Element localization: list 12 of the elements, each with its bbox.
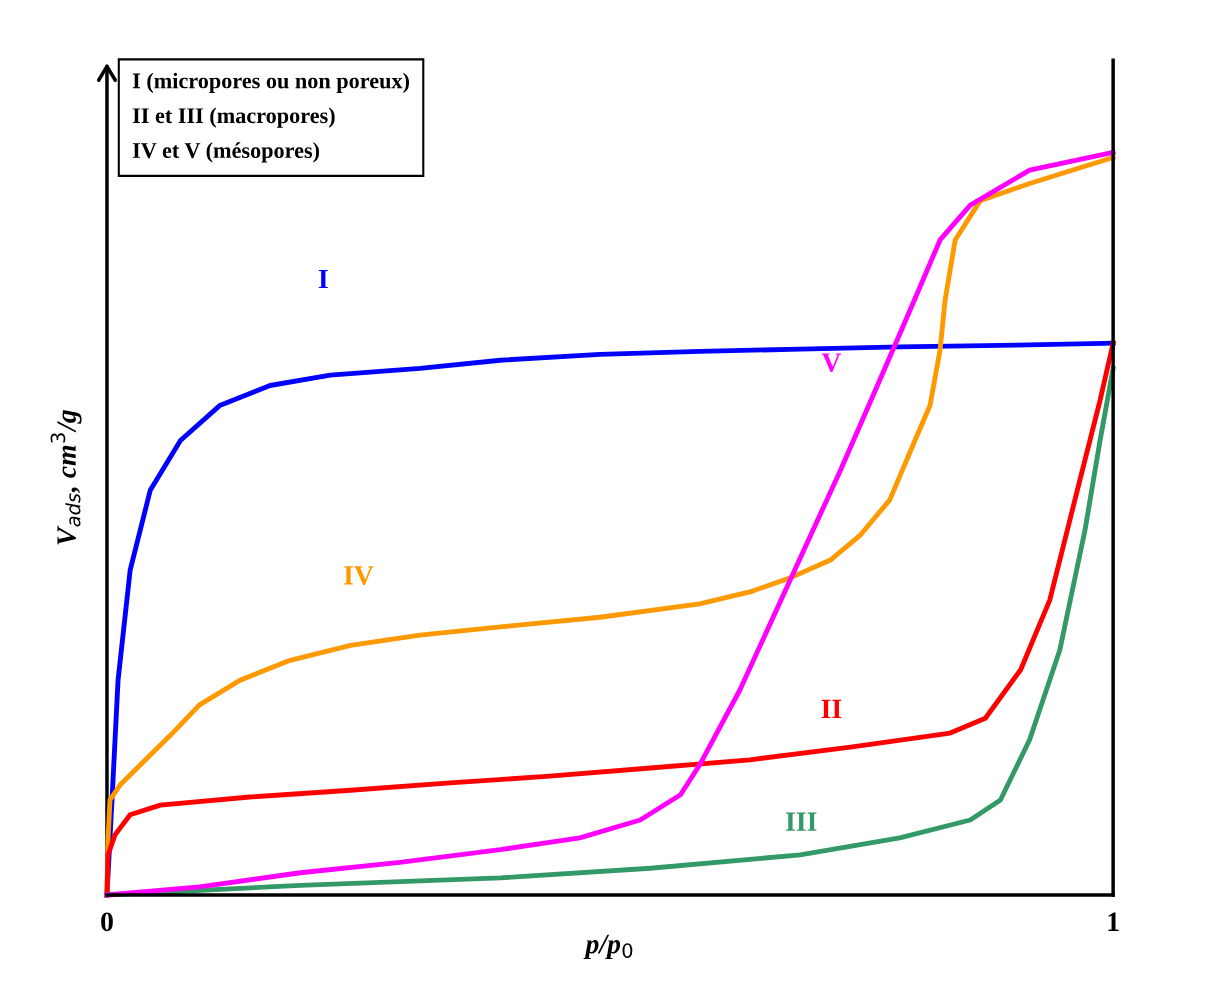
text: IV [344, 566, 374, 585]
x-axis-title: p/p$_{0}$ [583, 934, 633, 960]
x-tick-label: 1 [1108, 912, 1119, 931]
x-tick-label: 0 [101, 912, 113, 932]
annotation: IV et V (mésopores) [132, 142, 320, 163]
series-label: V [821, 353, 842, 373]
y-axis-title: V$_{ads}$, cm$^{3}$/g [50, 410, 82, 545]
text: I (micropores ou non poreux) [132, 72, 409, 93]
series-label: II [821, 699, 842, 719]
text: I [318, 269, 328, 289]
series-label: III [785, 812, 817, 831]
text: II et III (macropores) [132, 107, 335, 128]
